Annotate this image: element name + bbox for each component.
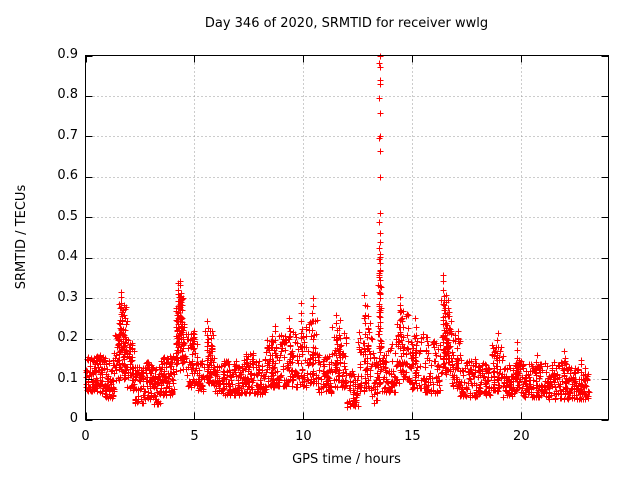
- y-tick-label: 0.2: [57, 330, 78, 346]
- chart-title: Day 346 of 2020, SRMTID for receiver wwl…: [204, 16, 489, 31]
- x-tick-label: 20: [513, 429, 530, 444]
- gridlines: [85, 55, 609, 420]
- x-axis-label: GPS time / hours: [292, 452, 401, 467]
- y-tick-label: 0.3: [57, 289, 78, 305]
- y-tick-label: 0: [69, 411, 78, 426]
- y-tick-label: 0.4: [57, 249, 78, 265]
- y-axis-label: SRMTID / TECUs: [14, 184, 29, 290]
- x-tick-label: 0: [81, 429, 90, 444]
- axis-ticks: [85, 55, 609, 421]
- y-tick-label: 0.6: [57, 168, 78, 184]
- scatter-points: [83, 53, 593, 411]
- x-tick-label: 5: [190, 429, 199, 444]
- y-tick-label: 0.7: [57, 127, 78, 143]
- plot-frame: [85, 55, 609, 420]
- y-tick-label: 0.1: [57, 370, 78, 386]
- x-tick-label: 15: [404, 429, 421, 444]
- x-tick-label: 10: [295, 429, 312, 444]
- y-tick-label: 0.8: [57, 87, 78, 103]
- y-tick-label: 0.5: [57, 208, 78, 224]
- y-tick-label: 0.9: [57, 47, 78, 62]
